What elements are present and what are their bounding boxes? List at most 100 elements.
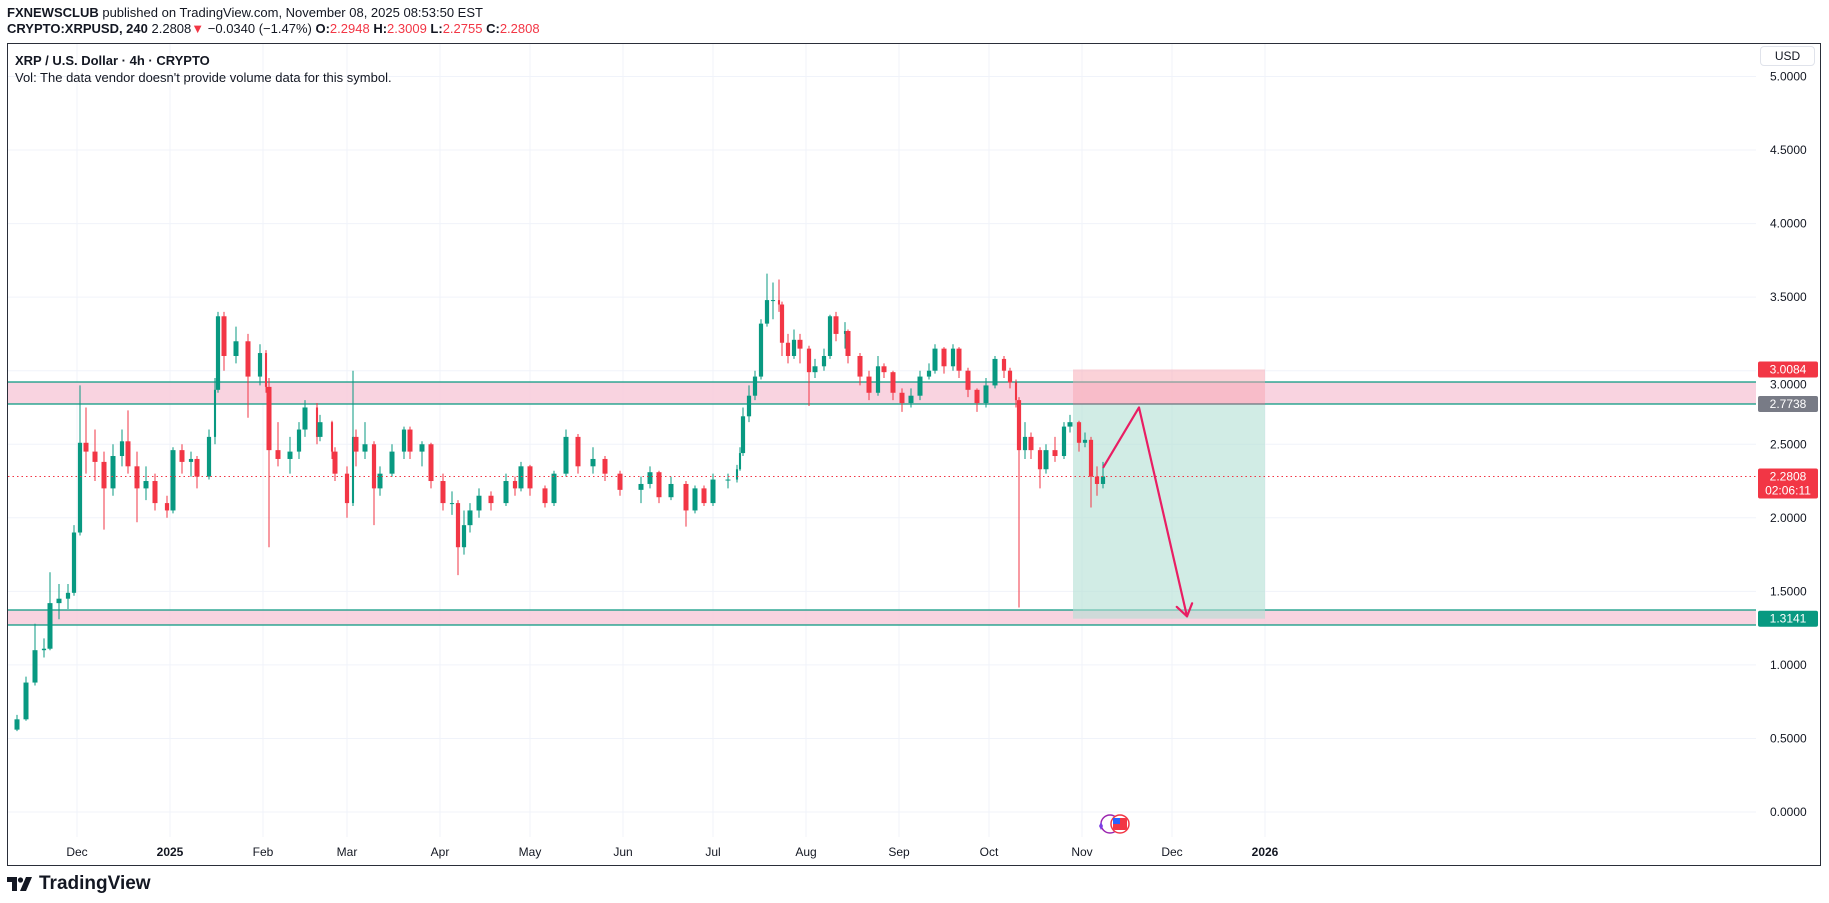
candle-body xyxy=(1007,370,1013,383)
candle-body xyxy=(476,495,482,511)
candle-body xyxy=(362,444,368,452)
candle-body xyxy=(71,532,77,593)
x-tick-label: Jun xyxy=(613,845,632,859)
candle-body xyxy=(881,366,887,373)
candle-body xyxy=(692,488,698,511)
arrow-head xyxy=(1175,605,1189,618)
candle-body xyxy=(179,450,185,462)
candle-body xyxy=(791,339,797,356)
candle-body xyxy=(821,355,827,367)
candle-body xyxy=(110,456,116,489)
sr-zone xyxy=(8,610,1756,626)
candle-body xyxy=(77,442,83,533)
y-tick-label: 0.5000 xyxy=(1770,731,1807,745)
candle-body xyxy=(764,300,770,324)
candle-body xyxy=(266,386,272,451)
plot-area xyxy=(8,44,1756,837)
candle-body xyxy=(983,385,989,404)
candle-body xyxy=(287,451,293,459)
candle-body xyxy=(1067,422,1073,427)
candle-body xyxy=(14,719,20,730)
candle-body xyxy=(668,483,674,498)
candle-body xyxy=(602,458,608,474)
candle-body xyxy=(56,598,62,604)
x-tick-label: 2025 xyxy=(157,845,184,859)
candle-body xyxy=(233,341,239,356)
candle-body xyxy=(725,479,731,481)
candle-body xyxy=(752,376,758,396)
y-tick-label: 4.0000 xyxy=(1770,217,1807,231)
candle-body xyxy=(738,453,742,470)
high-value: 2.3009 xyxy=(387,21,427,36)
candle-body xyxy=(843,330,847,334)
candle-body xyxy=(1094,476,1100,484)
candle-body xyxy=(551,473,557,504)
candle-body xyxy=(194,458,200,477)
candle-body xyxy=(407,429,413,452)
candle-body xyxy=(656,472,662,498)
candle-body xyxy=(1001,358,1007,371)
candle-body xyxy=(845,330,851,356)
candle-body xyxy=(461,525,467,548)
candle-body xyxy=(389,451,395,474)
candle-body xyxy=(890,372,896,393)
price-label-text: 2.2808 xyxy=(1770,469,1807,483)
y-tick-label: 4.5000 xyxy=(1770,143,1807,157)
candle-body xyxy=(875,366,881,393)
candle-body xyxy=(797,339,803,349)
candle-body xyxy=(65,592,71,599)
candle-body xyxy=(917,376,923,396)
projection-arrow xyxy=(1102,406,1189,617)
candle-body xyxy=(440,481,446,504)
candle-body xyxy=(710,479,716,504)
candle-body xyxy=(23,682,29,720)
y-tick-label: 1.0000 xyxy=(1770,658,1807,672)
candle-body xyxy=(932,348,938,371)
y-tick-label: 3.0000 xyxy=(1770,377,1807,391)
y-tick-label: 0.0000 xyxy=(1770,805,1807,819)
open-label: O: xyxy=(315,21,330,36)
candle-body xyxy=(344,473,350,504)
currency-button[interactable]: USD xyxy=(1760,46,1815,66)
candle-body xyxy=(206,436,212,477)
x-tick-label: Dec xyxy=(66,845,87,859)
candle-body xyxy=(518,466,524,489)
legend-title: XRP / U.S. Dollar · 4h · CRYPTO xyxy=(15,53,210,68)
published-text: published on TradingView.com, November 0… xyxy=(102,5,483,20)
candle-body xyxy=(1043,450,1049,470)
candle-body xyxy=(575,436,581,467)
candle-body xyxy=(563,436,569,474)
candle-body xyxy=(213,389,217,437)
tradingview-logo-icon xyxy=(7,877,32,891)
candle-body xyxy=(296,429,302,452)
candle-body xyxy=(740,416,746,454)
candle-body xyxy=(449,503,455,505)
price-change: −0.0340 (−1.47%) xyxy=(207,21,312,36)
candle-body xyxy=(1052,450,1058,457)
take-profit-area xyxy=(1073,403,1265,619)
candle-body xyxy=(188,458,194,462)
candle-body xyxy=(812,366,818,373)
brand-name: TradingView xyxy=(39,873,151,894)
candle-body xyxy=(965,370,971,390)
chart-legend: XRP / U.S. Dollar · 4h · CRYPTO Vol: The… xyxy=(15,52,392,86)
candle-body xyxy=(956,348,962,371)
candle-body xyxy=(1082,439,1088,443)
countdown-text: 02:06:11 xyxy=(1765,483,1811,497)
candle-body xyxy=(245,341,251,377)
candle-body xyxy=(371,444,377,489)
candle-body xyxy=(134,466,140,489)
candle-body xyxy=(119,441,125,457)
candle-body xyxy=(401,429,407,452)
y-tick-label: 3.5000 xyxy=(1770,290,1807,304)
candle-body xyxy=(302,407,308,430)
chart-frame xyxy=(7,43,1821,866)
flag-canton-icon xyxy=(1113,818,1120,824)
candle-body xyxy=(779,304,785,343)
x-tick-label: Aug xyxy=(795,845,816,859)
stop-loss-area xyxy=(1073,369,1265,404)
candle-body xyxy=(332,451,338,474)
arrow-head xyxy=(1185,602,1194,618)
price-label-text: 3.0084 xyxy=(1770,362,1807,376)
